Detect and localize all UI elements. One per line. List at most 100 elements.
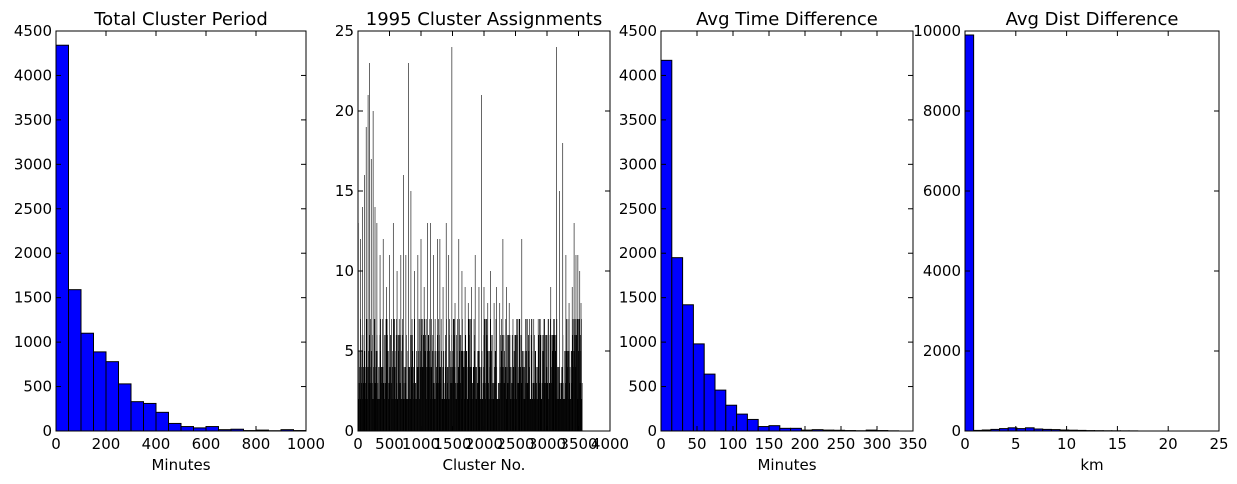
- x-tick-label: 4000: [591, 435, 629, 453]
- x-tick-label: 350: [899, 435, 928, 453]
- bar: [143, 402, 157, 432]
- y-tick-label: 4000: [923, 262, 961, 280]
- y-tick-label: 2500: [619, 200, 657, 218]
- x-tick-label: 600: [192, 435, 221, 453]
- y-tick-label: 2000: [923, 342, 961, 360]
- x-tick-label: 50: [687, 435, 706, 453]
- y-tick-label: 1000: [14, 333, 52, 351]
- panel-2: 0 5 10 15 20 25 0 50010001500200025003000350040…: [335, 9, 629, 474]
- x-tick-label: 5: [1011, 435, 1021, 453]
- y-tick-label: 4000: [619, 66, 657, 84]
- x-tick-label: 100: [719, 435, 748, 453]
- y-tick-label: 2000: [619, 244, 657, 262]
- bar: [105, 361, 119, 432]
- x-tick-label: 200: [791, 435, 820, 453]
- bar: [746, 418, 759, 432]
- axes-frame: [55, 30, 307, 432]
- x-tick-label: 300: [863, 435, 892, 453]
- x-tick-label: 3500: [559, 435, 597, 453]
- x-tick-label: 25: [1209, 435, 1228, 453]
- bar: [768, 425, 781, 432]
- y-tick-label: 2500: [14, 200, 52, 218]
- x-axis-label: Cluster No.: [443, 456, 526, 474]
- bar: [703, 373, 716, 432]
- bar: [68, 289, 82, 432]
- bar: [80, 332, 94, 432]
- bar: [118, 383, 132, 432]
- bar: [692, 343, 705, 432]
- bar: [130, 401, 144, 432]
- x-tick-label: 2500: [496, 435, 534, 453]
- y-tick-label: 1500: [14, 289, 52, 307]
- x-tick-label: 0: [51, 435, 61, 453]
- y-tick-label: 1000: [619, 333, 657, 351]
- x-tick-label: 0: [656, 435, 666, 453]
- axes-frame: [964, 30, 1220, 432]
- x-tick-label: 150: [755, 435, 784, 453]
- x-tick-label: 2000: [465, 435, 503, 453]
- bar: [671, 257, 684, 432]
- x-tick-label: 1000: [402, 435, 440, 453]
- bar: [736, 413, 748, 432]
- x-axis-label: Minutes: [757, 456, 816, 474]
- y-tick-label: 3000: [14, 155, 52, 173]
- y-tick-label: 0: [951, 422, 961, 440]
- y-tick-label: 6000: [923, 182, 961, 200]
- x-tick-label: 1500: [433, 435, 471, 453]
- bar: [964, 34, 975, 432]
- chart-title: Total Cluster Period: [93, 9, 268, 30]
- y-tick-label: 4500: [14, 22, 52, 40]
- y-tick-label: 8000: [923, 102, 961, 120]
- x-axis-label: Minutes: [151, 456, 210, 474]
- y-tick-label: 0: [42, 422, 52, 440]
- bar: [714, 389, 727, 432]
- y-tick-label: 2000: [14, 244, 52, 262]
- bar: [55, 44, 69, 432]
- chart-title: 1995 Cluster Assignments: [366, 9, 603, 30]
- y-tick-label: 15: [335, 182, 354, 200]
- y-tick-label: 4000: [14, 66, 52, 84]
- axes-frame: [660, 30, 914, 432]
- bar: [757, 426, 770, 432]
- bar: [205, 426, 219, 432]
- y-tick-label: 10: [335, 262, 354, 280]
- x-tick-label: 10: [1057, 435, 1076, 453]
- bar: [660, 59, 673, 432]
- bar: [725, 404, 738, 432]
- x-tick-label: 400: [142, 435, 171, 453]
- x-tick-label: 250: [827, 435, 856, 453]
- y-tick-label: 500: [23, 378, 52, 396]
- x-tick-label: 500: [375, 435, 404, 453]
- y-tick-label: 3000: [619, 155, 657, 173]
- x-tick-label: 3000: [528, 435, 566, 453]
- y-tick-label: 10000: [913, 22, 961, 40]
- x-tick-label: 0: [960, 435, 970, 453]
- y-tick-label: 3500: [619, 111, 657, 129]
- y-tick-label: 5: [344, 342, 354, 360]
- panel-1: 0 500 1000 1500 2000 2500 3000 3500 4000 4500 0 200…: [14, 9, 325, 474]
- x-tick-label: 15: [1108, 435, 1127, 453]
- x-tick-label: 200: [92, 435, 121, 453]
- bar: [155, 411, 169, 432]
- y-tick-label: 0: [344, 422, 354, 440]
- panel-4: 0 2000 4000 6000 8000 10000 0 5 10 15 20 25 Avg Dist…: [913, 9, 1228, 474]
- y-tick-label: 3500: [14, 111, 52, 129]
- y-tick-label: 25: [335, 22, 354, 40]
- y-tick-label: 0: [647, 422, 657, 440]
- x-tick-label: 1000: [287, 435, 325, 453]
- y-tick-label: 20: [335, 102, 354, 120]
- y-tick-label: 1500: [619, 289, 657, 307]
- bar: [168, 422, 182, 432]
- bar: [180, 426, 194, 432]
- spike-series: [357, 47, 583, 431]
- bar: [93, 351, 107, 432]
- y-tick-label: 500: [628, 378, 657, 396]
- x-axis-label: km: [1080, 456, 1103, 474]
- x-tick-label: 800: [242, 435, 271, 453]
- bar: [682, 304, 694, 432]
- x-tick-label: 20: [1159, 435, 1178, 453]
- panel-3: 0 500 1000 1500 2000 2500 3000 3500 4000 4500 0 50 1…: [619, 9, 928, 474]
- x-tick-label: 0: [353, 435, 363, 453]
- y-tick-label: 4500: [619, 22, 657, 40]
